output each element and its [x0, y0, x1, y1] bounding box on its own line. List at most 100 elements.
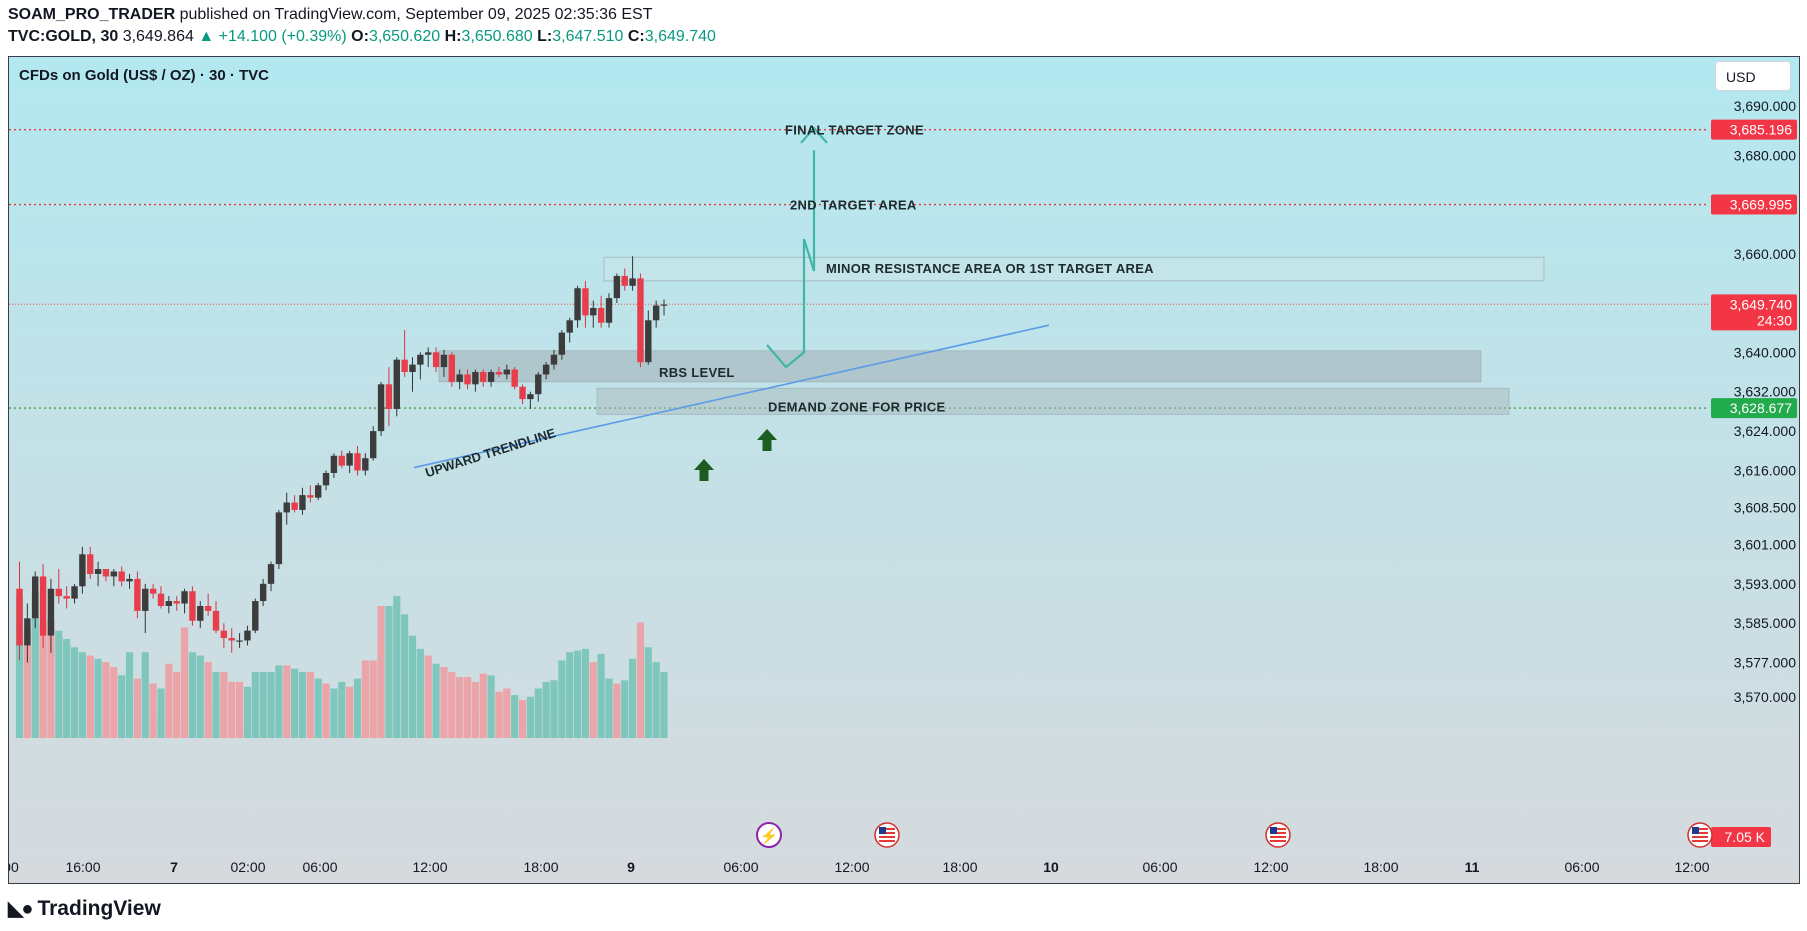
volume-bar — [597, 653, 605, 738]
volume-bar — [628, 658, 637, 738]
chart-frame[interactable]: FINAL TARGET ZONE 2ND TARGET AREA MINOR RE… — [8, 56, 1800, 884]
currency-button[interactable]: USD — [1715, 61, 1791, 91]
candle — [637, 273, 644, 368]
candle — [590, 300, 597, 328]
candle-body — [291, 502, 298, 510]
us-flag-stripe — [879, 836, 895, 838]
us-flag-stripe — [1270, 836, 1286, 838]
candle-body — [550, 354, 558, 365]
candle-body — [267, 564, 275, 584]
volume-bar — [291, 668, 299, 738]
candle — [574, 285, 581, 328]
candle — [385, 367, 393, 427]
candle — [55, 569, 62, 604]
candle — [259, 578, 267, 606]
x-tick-label: 10 — [1043, 859, 1059, 875]
x-tick-label: 16:00 — [65, 859, 100, 875]
y-tick-label: 3,570.000 — [1734, 689, 1796, 705]
us-flag-canton — [1692, 827, 1699, 834]
candle-body — [401, 359, 408, 373]
volume-bar — [636, 622, 645, 738]
candle-body — [197, 605, 204, 621]
candle-body — [338, 455, 345, 466]
candle-body — [157, 593, 165, 606]
volume-bar — [235, 681, 244, 738]
volume-bar — [102, 662, 110, 738]
volume-bar — [196, 655, 204, 738]
volume-bar — [94, 658, 102, 738]
author-name[interactable]: SOAM_PRO_TRADER — [8, 6, 176, 23]
volume-bar — [110, 667, 118, 738]
candle-body — [597, 307, 605, 323]
volume-bar — [173, 672, 181, 738]
y-tick-label: 3,593.000 — [1734, 576, 1796, 592]
volume-bar — [298, 672, 307, 738]
candle-body — [487, 372, 495, 382]
price-chart[interactable]: FINAL TARGET ZONE 2ND TARGET AREA MINOR RE… — [9, 57, 1800, 884]
volume-bar — [424, 655, 432, 738]
candle — [448, 352, 455, 387]
volume-bar — [361, 660, 369, 738]
candle-body — [181, 591, 188, 604]
candle-body — [173, 601, 180, 604]
candle — [629, 256, 636, 291]
candle-body — [472, 372, 479, 385]
candle — [16, 561, 23, 661]
x-tick-label: :00 — [9, 859, 19, 875]
volume-bar — [188, 652, 197, 738]
x-tick-label: 02:00 — [230, 859, 265, 875]
volume-bar — [573, 650, 582, 738]
annotation-label: RBS LEVEL — [659, 365, 735, 380]
volume-bar — [479, 673, 487, 738]
candle-body — [558, 332, 566, 355]
volume-bar — [157, 688, 165, 738]
volume-bar — [353, 678, 362, 738]
x-tick-label: 12:00 — [412, 859, 447, 875]
candle-body — [354, 453, 361, 471]
price-tag-label: 3,685.196 — [1730, 122, 1792, 138]
us-flag-stripe — [1692, 832, 1708, 834]
us-flag-stripe — [1692, 828, 1708, 830]
price-tag-label: 3,669.995 — [1730, 197, 1792, 213]
volume-bar — [581, 648, 590, 738]
up-arrow-icon — [757, 429, 777, 451]
annotation-label: 2ND TARGET AREA — [790, 198, 917, 213]
volume-bar — [408, 635, 417, 738]
x-tick-label: 12:00 — [1253, 859, 1288, 875]
candle — [204, 593, 212, 616]
candle-body — [118, 571, 125, 582]
candle — [645, 310, 652, 365]
volume-bar — [377, 606, 385, 738]
high-key: H: — [444, 28, 462, 45]
candle — [197, 601, 204, 629]
y-tick-label: 3,680.000 — [1734, 147, 1796, 163]
candle-body — [456, 374, 463, 382]
candle-body — [409, 364, 416, 373]
candle — [244, 625, 251, 646]
candle-body — [440, 354, 448, 368]
published-text: published on TradingView.com, September … — [179, 6, 653, 23]
candle — [652, 300, 660, 328]
candle-body — [63, 596, 70, 599]
x-tick-label: 12:00 — [834, 859, 869, 875]
candle — [220, 623, 228, 648]
candle-body — [637, 278, 644, 363]
candle-body — [629, 278, 636, 286]
us-flag-stripe — [1270, 840, 1286, 842]
open-value: 3,650.620 — [368, 28, 441, 45]
volume-bar — [393, 596, 401, 738]
volume-bar — [456, 676, 464, 738]
volume-bar — [652, 662, 660, 738]
close-key: C: — [627, 28, 645, 45]
us-flag-stripe — [879, 840, 895, 842]
y-tick-label: 3,640.000 — [1734, 344, 1796, 360]
volume-bar — [220, 672, 228, 738]
volume-bar — [401, 614, 409, 738]
candle-body — [236, 640, 243, 642]
candle-body — [134, 578, 141, 611]
tradingview-logo[interactable]: ◣● TradingView — [8, 896, 161, 921]
volume-bar — [267, 672, 275, 738]
candle-body — [47, 588, 55, 636]
candle-body — [87, 554, 94, 574]
volume-bar — [558, 660, 566, 738]
